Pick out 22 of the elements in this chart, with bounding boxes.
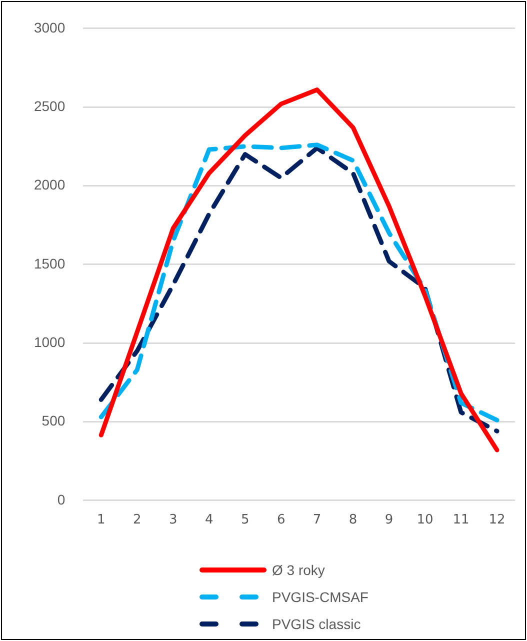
- x-tick-label: 3: [168, 512, 178, 528]
- x-tick-label: 6: [276, 512, 286, 528]
- legend-label: PVGIS classic: [272, 616, 361, 632]
- legend-label: PVGIS-CMSAF: [272, 588, 368, 604]
- x-tick-label: 7: [312, 512, 322, 528]
- x-tick-label: 10: [416, 512, 434, 528]
- y-tick-label: 1000: [34, 334, 66, 350]
- y-tick-label: 0: [57, 491, 66, 508]
- y-tick-label: 2500: [34, 98, 66, 114]
- y-tick-label: 500: [42, 412, 66, 429]
- x-tick-label: 1: [97, 512, 106, 528]
- y-tick-label: 1500: [34, 255, 66, 272]
- x-tick-label: 5: [240, 512, 250, 528]
- x-tick-label: 2: [132, 512, 142, 528]
- x-tick-label: 4: [204, 512, 214, 528]
- legend-label: Ø 3 roky: [272, 562, 325, 578]
- x-tick-label: 12: [488, 512, 506, 528]
- y-tick-label: 3000: [34, 19, 66, 36]
- x-tick-label: 11: [452, 512, 470, 528]
- y-tick-label: 2000: [34, 176, 66, 193]
- x-tick-label: 9: [384, 512, 394, 528]
- x-tick-label: 8: [348, 512, 358, 528]
